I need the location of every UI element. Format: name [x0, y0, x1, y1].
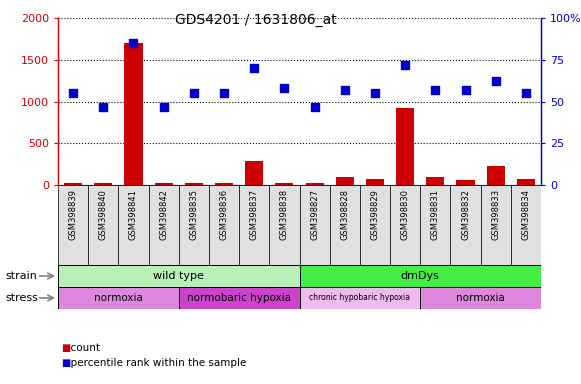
Text: GSM398837: GSM398837 — [250, 189, 259, 240]
Text: ■: ■ — [61, 358, 70, 368]
Bar — [64, 183, 82, 185]
Text: strain: strain — [6, 271, 38, 281]
Bar — [390, 185, 420, 265]
Text: GSM398835: GSM398835 — [189, 189, 198, 240]
Point — [129, 40, 138, 46]
Text: GDS4201 / 1631806_at: GDS4201 / 1631806_at — [175, 13, 336, 27]
Point — [69, 90, 78, 96]
Bar — [420, 185, 450, 265]
Bar — [426, 177, 444, 185]
Point — [431, 87, 440, 93]
Bar — [336, 177, 354, 185]
Text: normoxia: normoxia — [94, 293, 143, 303]
Bar — [124, 43, 142, 185]
Text: GSM398827: GSM398827 — [310, 189, 319, 240]
Text: normoxia: normoxia — [456, 293, 505, 303]
Text: ■: ■ — [61, 343, 70, 353]
Bar — [329, 185, 360, 265]
Bar — [480, 185, 511, 265]
Bar — [306, 183, 324, 185]
Bar — [366, 179, 384, 185]
Text: GSM398841: GSM398841 — [129, 189, 138, 240]
Text: GSM398836: GSM398836 — [220, 189, 228, 240]
Text: dmDys: dmDys — [401, 271, 440, 281]
Text: stress: stress — [6, 293, 38, 303]
Bar — [487, 166, 505, 185]
Point — [280, 85, 289, 91]
Text: GSM398840: GSM398840 — [99, 189, 108, 240]
Bar — [179, 287, 299, 309]
Bar — [94, 183, 112, 185]
Text: chronic hypobaric hypoxia: chronic hypobaric hypoxia — [309, 293, 410, 303]
Bar — [245, 161, 263, 185]
Text: GSM398838: GSM398838 — [280, 189, 289, 240]
Point — [340, 87, 349, 93]
Bar — [396, 108, 414, 185]
Bar — [517, 179, 535, 185]
Bar — [185, 183, 203, 185]
Point — [461, 87, 470, 93]
Bar — [88, 185, 119, 265]
Text: GSM398834: GSM398834 — [521, 189, 530, 240]
Text: GSM398831: GSM398831 — [431, 189, 440, 240]
Point — [370, 90, 379, 96]
Bar — [275, 183, 293, 185]
Bar — [215, 183, 233, 185]
Point — [310, 103, 319, 109]
Bar — [58, 185, 88, 265]
Text: percentile rank within the sample: percentile rank within the sample — [64, 358, 246, 368]
Text: GSM398839: GSM398839 — [69, 189, 78, 240]
Bar — [457, 180, 475, 185]
Bar — [58, 265, 299, 287]
Bar — [119, 185, 149, 265]
Text: count: count — [64, 343, 100, 353]
Bar — [155, 183, 173, 185]
Bar — [179, 185, 209, 265]
Text: GSM398832: GSM398832 — [461, 189, 470, 240]
Bar — [270, 185, 299, 265]
Point — [159, 103, 168, 109]
Point — [250, 65, 259, 71]
Bar — [450, 185, 480, 265]
Text: GSM398829: GSM398829 — [371, 189, 379, 240]
Point — [220, 90, 229, 96]
Text: GSM398842: GSM398842 — [159, 189, 168, 240]
Bar — [299, 265, 541, 287]
Bar — [299, 185, 329, 265]
Bar — [239, 185, 270, 265]
Text: GSM398828: GSM398828 — [340, 189, 349, 240]
Text: GSM398833: GSM398833 — [491, 189, 500, 240]
Point — [521, 90, 530, 96]
Bar — [149, 185, 179, 265]
Point — [491, 78, 500, 84]
Bar — [299, 287, 420, 309]
Bar — [420, 287, 541, 309]
Bar — [58, 287, 179, 309]
Text: GSM398830: GSM398830 — [401, 189, 410, 240]
Point — [99, 103, 108, 109]
Bar — [511, 185, 541, 265]
Bar — [360, 185, 390, 265]
Point — [189, 90, 199, 96]
Text: normobaric hypoxia: normobaric hypoxia — [187, 293, 291, 303]
Text: wild type: wild type — [153, 271, 204, 281]
Point — [400, 62, 410, 68]
Bar — [209, 185, 239, 265]
